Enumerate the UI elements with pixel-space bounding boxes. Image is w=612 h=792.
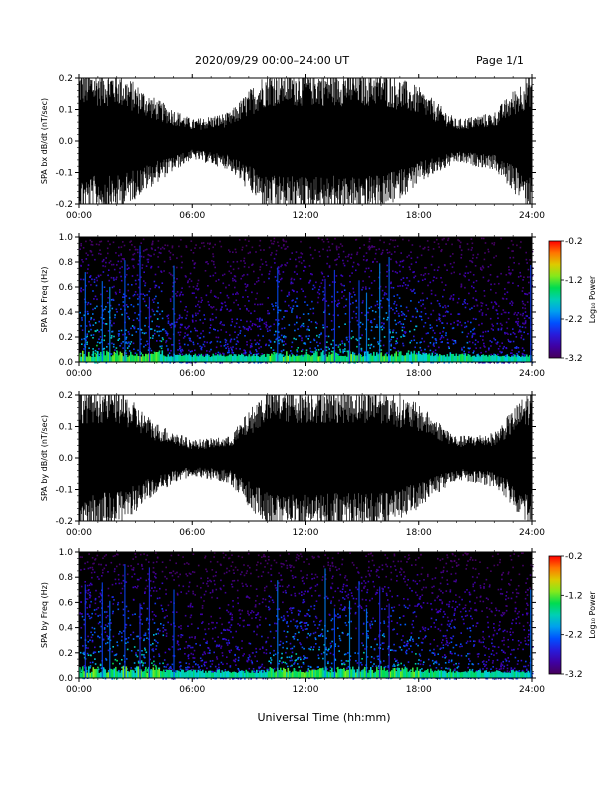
x-tick-label: 06:00 bbox=[179, 369, 205, 379]
colorbar-tick-label: -2.2 bbox=[565, 631, 583, 641]
y-tick-label: 0.2 bbox=[59, 391, 73, 401]
y-axis-label: SPA by Freq (Hz) bbox=[40, 582, 49, 648]
colorbar-tick-label: -0.2 bbox=[565, 552, 583, 562]
colorbar-tick-label: -0.2 bbox=[565, 237, 583, 247]
y-tick-label: 0.2 bbox=[59, 649, 73, 659]
x-tick-label: 06:00 bbox=[179, 211, 205, 221]
y-tick-label: 0.0 bbox=[59, 358, 74, 368]
spectrogram-cells bbox=[79, 237, 534, 364]
y-tick-label: -0.1 bbox=[55, 486, 73, 496]
page-title: 2020/09/29 00:00–24:00 UT bbox=[195, 54, 350, 67]
y-tick-label: 0.8 bbox=[59, 258, 74, 268]
x-tick-label: 00:00 bbox=[66, 528, 92, 538]
y-tick-label: 0.1 bbox=[59, 423, 73, 433]
y-tick-label: -0.1 bbox=[55, 169, 73, 179]
y-axis-label: SPA bx dB/dt (nT/sec) bbox=[40, 98, 49, 184]
x-tick-label: 24:00 bbox=[519, 369, 545, 379]
y-tick-label: 0.0 bbox=[59, 674, 74, 684]
x-tick-label: 24:00 bbox=[519, 528, 545, 538]
y-tick-label: 0.1 bbox=[59, 106, 73, 116]
colorbar-tick-label: -1.2 bbox=[565, 276, 583, 286]
x-tick-label: 12:00 bbox=[293, 369, 319, 379]
x-tick-label: 00:00 bbox=[66, 685, 92, 695]
x-axis-label: Universal Time (hh:mm) bbox=[257, 711, 391, 724]
colorbar-tick-label: -3.2 bbox=[565, 670, 583, 680]
x-tick-label: 12:00 bbox=[293, 211, 319, 221]
x-tick-label: 18:00 bbox=[406, 685, 432, 695]
colorbar bbox=[548, 555, 562, 675]
y-tick-label: -0.2 bbox=[55, 517, 73, 527]
spectrogram-cells bbox=[79, 552, 534, 680]
y-tick-label: -0.2 bbox=[55, 200, 73, 210]
panel-3: 0.2 0.1 0.0 -0.1 -0.200:00 06:00 12:00 18:00 24:… bbox=[40, 391, 545, 538]
y-tick-label: 0.0 bbox=[59, 454, 74, 464]
x-tick-label: 24:00 bbox=[519, 211, 545, 221]
panel-4: -0.2 -1.2 -2.2 -3.2 Log₁₀ Power 1.0 0.8 0.6 0.4 0… bbox=[40, 548, 597, 695]
panel-2: -0.2 -1.2 -2.2 -3.2 Log₁₀ Power 1.0 0.8 0.6 0.4 0… bbox=[40, 233, 597, 379]
y-tick-label: 0.4 bbox=[59, 624, 74, 634]
y-tick-label: 0.2 bbox=[59, 333, 73, 343]
x-tick-label: 24:00 bbox=[519, 685, 545, 695]
colorbar-tick-label: -2.2 bbox=[565, 315, 583, 325]
y-tick-label: 1.0 bbox=[59, 233, 74, 243]
colorbar-tick-label: -1.2 bbox=[565, 591, 583, 601]
y-tick-label: 0.2 bbox=[59, 74, 73, 84]
y-tick-label: 0.8 bbox=[59, 573, 74, 583]
panel-1: 0.2 0.1 0.0 -0.1 -0.200:00 06:00 12:00 18:00 24:… bbox=[40, 74, 545, 221]
colorbar-label: Log₁₀ Power bbox=[588, 591, 597, 639]
waveform-series bbox=[78, 78, 532, 204]
y-tick-label: 1.0 bbox=[59, 548, 74, 558]
colorbar-label: Log₁₀ Power bbox=[588, 275, 597, 323]
y-tick-label: 0.0 bbox=[59, 137, 74, 147]
x-tick-label: 18:00 bbox=[406, 528, 432, 538]
x-tick-label: 06:00 bbox=[179, 528, 205, 538]
x-tick-label: 18:00 bbox=[406, 211, 432, 221]
x-tick-label: 00:00 bbox=[66, 369, 92, 379]
colorbar-tick-label: -3.2 bbox=[565, 354, 583, 364]
x-tick-label: 06:00 bbox=[179, 685, 205, 695]
colorbar bbox=[548, 240, 562, 359]
y-axis-label: SPA bx Freq (Hz) bbox=[40, 267, 49, 333]
x-tick-label: 12:00 bbox=[293, 685, 319, 695]
page-number: Page 1/1 bbox=[476, 54, 524, 67]
y-tick-label: 0.4 bbox=[59, 308, 74, 318]
y-tick-label: 0.6 bbox=[59, 283, 74, 293]
x-tick-label: 12:00 bbox=[293, 528, 319, 538]
x-tick-label: 00:00 bbox=[66, 211, 92, 221]
x-tick-label: 18:00 bbox=[406, 369, 432, 379]
y-axis-label: SPA by dB/dt (nT/sec) bbox=[40, 415, 49, 501]
y-tick-label: 0.6 bbox=[59, 598, 74, 608]
waveform-series bbox=[78, 395, 532, 521]
